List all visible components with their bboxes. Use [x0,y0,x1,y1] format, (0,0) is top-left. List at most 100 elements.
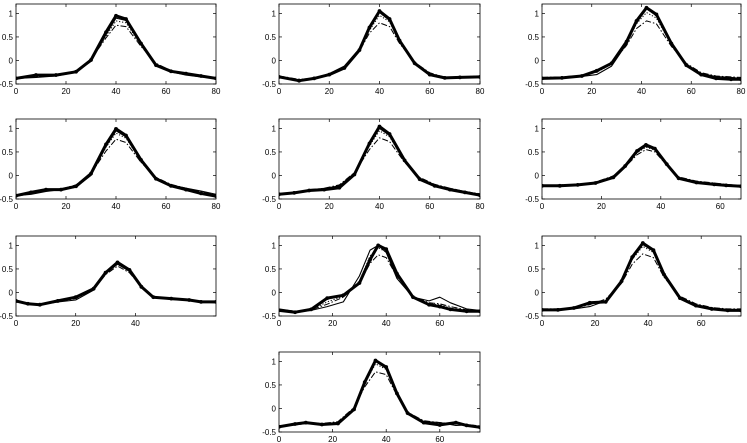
x-tick-label: 20 [591,319,600,328]
series-dashdot-line [542,20,741,78]
series-solid-line [16,130,216,197]
x-tick-label: 0 [277,435,282,443]
x-tick-label: 20 [597,202,606,211]
series-dotted-line [279,247,480,313]
y-tick-label: 1 [535,241,540,250]
data-point [89,58,93,62]
data-point [387,17,392,21]
y-tick-label: 0.5 [2,33,14,42]
data-point [115,260,120,265]
series-solid-line [16,17,216,79]
data-point [362,380,367,385]
x-tick-label: 20 [325,202,334,211]
y-tick-label: 1 [9,124,14,133]
series-markers-line [279,243,480,314]
data-point [303,420,308,425]
series-solid-line [542,145,741,187]
x-tick-label: 40 [637,87,646,96]
subplot-6: 0 20 40 60-0.500.51 [525,118,742,211]
series-solid-line [279,360,480,427]
y-tick-label: 0 [535,171,540,180]
y-tick-label: 0 [9,171,14,180]
x-tick-label: 40 [375,202,384,211]
data-point [427,302,431,307]
x-tick-label: 80 [737,87,746,96]
data-point [337,185,342,190]
data-point [16,193,18,198]
series-markers-line [542,143,741,188]
x-tick-label: 80 [212,202,221,211]
data-point [114,126,118,131]
series-markers-line [279,359,480,429]
data-point [640,241,645,245]
data-point [387,132,392,136]
y-tick-label: -0.5 [525,195,539,204]
series-dotted-line [16,20,216,79]
data-point [437,423,442,427]
series-solid-line [542,8,741,79]
data-point [384,365,389,369]
x-tick-label: 80 [476,87,485,96]
y-tick-label: 1 [535,9,540,18]
data-point [124,133,128,138]
data-point [624,39,629,44]
series-dotted-line [279,130,480,196]
data-point [437,304,442,309]
x-tick-label: 40 [382,319,391,328]
data-point [377,124,382,129]
y-tick-label: 0 [272,171,277,180]
x-tick-label: 20 [62,87,71,96]
series-markers-line [279,9,480,83]
series-markers-line [16,14,216,80]
data-point [127,267,132,272]
series-group [16,260,216,307]
y-tick-label: 0.5 [2,148,14,157]
data-point [634,19,639,23]
y-tick-label: 0 [272,404,277,413]
y-tick-label: -0.5 [0,195,14,204]
x-tick-label: 0 [277,87,282,96]
x-tick-label: 20 [71,319,80,328]
axes-frame [278,235,481,317]
data-point [603,299,608,304]
x-tick-label: 40 [112,87,121,96]
series-dotted-line [16,263,216,306]
y-tick-label: -0.5 [262,428,276,437]
series-dashdot-line [279,22,480,80]
data-point [139,158,143,162]
series-dotted-line [542,12,741,79]
x-tick-label: 0 [540,202,545,211]
y-tick-label: 0.5 [265,148,277,157]
y-tick-label: 0.5 [2,265,14,274]
data-point [352,407,356,412]
y-tick-label: 0.5 [528,33,540,42]
axes-frame [541,118,742,200]
y-tick-label: 0.5 [265,381,277,390]
data-point [34,73,38,77]
data-point [654,12,659,17]
series-markers-line [16,127,216,198]
x-tick-label: 0 [14,87,19,96]
y-tick-label: 1 [9,241,14,250]
y-tick-label: 0 [535,56,540,65]
x-tick-label: 40 [656,202,665,211]
x-tick-label: 0 [540,87,545,96]
x-tick-label: 60 [716,202,725,211]
x-tick-label: 20 [325,87,334,96]
y-tick-label: 0 [9,56,14,65]
x-tick-label: 60 [425,87,434,96]
y-tick-label: 1 [535,124,540,133]
data-point [630,255,635,260]
data-point [678,296,682,301]
y-tick-label: 0 [535,288,540,297]
x-tick-label: 0 [540,319,545,328]
series-group [16,126,216,199]
x-tick-label: 60 [162,87,171,96]
series-dotted-line [542,245,741,311]
series-dashdot-line [16,138,216,196]
x-tick-label: 40 [644,319,653,328]
data-point [373,358,378,363]
subplot-4: 0 20 40 60 80-0.500.51 [0,118,221,211]
y-tick-label: 1 [9,9,14,18]
series-group [279,358,480,430]
